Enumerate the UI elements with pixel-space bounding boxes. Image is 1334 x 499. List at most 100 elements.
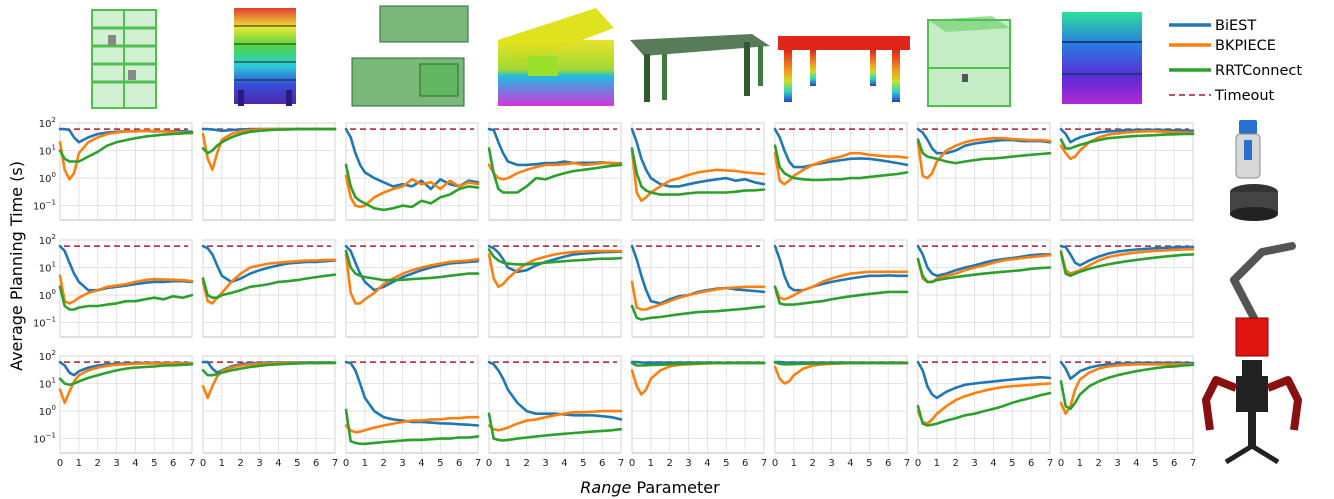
series-bkpiece-line (58, 274, 194, 305)
panel-frame (59, 239, 193, 338)
x-tick-label: 1 (934, 458, 940, 469)
panel-r2-c5 (630, 239, 766, 338)
panel-r3-c6: 0 1 2 3 4 5 6 7 (772, 355, 910, 469)
legend-item-biest: BiEST (1169, 18, 1256, 34)
series-bkpiece-line (344, 253, 480, 305)
y-tick-label: 10−1 (33, 199, 56, 213)
x-tick-label: 3 (1114, 458, 1120, 469)
series-biest-line (1059, 127, 1195, 144)
panel-r1-c7 (916, 122, 1052, 221)
series-rrtconnect-line (1059, 132, 1195, 150)
x-tick-label: 0 (915, 458, 921, 469)
robot-ur5-image (1230, 242, 1296, 357)
x-tick-label: 0 (200, 458, 206, 469)
series-rrtconnect-line (773, 361, 909, 366)
x-tick-label: 1 (505, 458, 511, 469)
panel-r1-c6 (773, 122, 909, 221)
series-bkpiece-line (487, 161, 623, 181)
x-tick-label: 3 (971, 458, 977, 469)
panel-r1-c5 (630, 122, 766, 221)
series-rrtconnect-line (630, 361, 766, 367)
series-bkpiece-line (344, 174, 480, 209)
series-rrtconnect-line (344, 249, 480, 282)
robot-fetch-image (1230, 120, 1278, 221)
x-tick-label: 3 (113, 458, 119, 469)
y-tick-label: 100 (39, 171, 56, 185)
x-tick-label: 5 (1009, 458, 1015, 469)
x-tick-label: 3 (685, 458, 691, 469)
series-biest-line (916, 244, 1052, 278)
panel-r1-c4 (487, 122, 623, 221)
series-biest-line (487, 360, 623, 421)
panel-r2-c1: 102 101 100 10−1 (33, 233, 194, 338)
series-bkpiece-line (916, 382, 1052, 425)
series-rrtconnect-line (201, 127, 337, 155)
series-rrtconnect-line (344, 408, 480, 446)
series-bkpiece-line (1059, 248, 1195, 275)
x-tick-label: 0 (1058, 458, 1064, 469)
x-tick-label: 3 (542, 458, 548, 469)
x-tick-label: 7 (1190, 458, 1196, 469)
panel-frame (631, 355, 765, 454)
y-tick-label: 101 (39, 144, 56, 158)
env-box-image (927, 16, 1011, 107)
series-rrtconnect-line (1059, 251, 1195, 278)
x-tick-label: 2 (1096, 458, 1102, 469)
env-table-dark-image (630, 34, 770, 102)
legend-label: Timeout (1214, 88, 1275, 104)
x-tick-label: 6 (1028, 458, 1034, 469)
x-tick-label: 7 (761, 458, 767, 469)
series-bkpiece-line (630, 280, 766, 311)
panel-frame (774, 122, 908, 221)
y-tick-label: 10−1 (33, 432, 56, 446)
x-tick-label: 1 (1077, 458, 1083, 469)
series-bkpiece-line (58, 129, 194, 181)
series-biest-line (916, 127, 1052, 155)
env-bookshelf-colored-image (234, 8, 296, 106)
env-table-red-image (778, 36, 910, 102)
x-tick-label: 5 (723, 458, 729, 469)
series-biest-line (344, 244, 480, 292)
x-tick-label: 0 (772, 458, 778, 469)
legend: BiEST BKPIECE RRTConnect Timeout (1169, 18, 1302, 104)
series-rrtconnect-line (201, 273, 337, 300)
x-tick-label: 7 (618, 458, 624, 469)
y-tick-label: 10−1 (33, 316, 56, 330)
series-rrtconnect-line (916, 391, 1052, 427)
panel-r2-c6 (773, 239, 909, 338)
x-tick-label: 3 (256, 458, 262, 469)
x-tick-label: 6 (885, 458, 891, 469)
series-biest-line (201, 244, 337, 284)
x-tick-label: 5 (294, 458, 300, 469)
panel-r1-c8 (1059, 122, 1195, 221)
x-tick-label: 0 (629, 458, 635, 469)
y-tick-label: 100 (39, 288, 56, 302)
y-tick-label: 101 (39, 377, 56, 391)
x-tick-label: 5 (437, 458, 443, 469)
x-tick-label: 5 (151, 458, 157, 469)
panel-frame (345, 239, 479, 338)
x-tick-label: 4 (275, 458, 281, 469)
series-rrtconnect-line (344, 163, 480, 212)
x-tick-label: 1 (219, 458, 225, 469)
x-tick-label: 6 (313, 458, 319, 469)
panel-r2-c4 (487, 239, 623, 338)
y-tick-label: 100 (39, 404, 56, 418)
panel-frame (488, 355, 622, 454)
env-shelf-colored-image (1062, 12, 1142, 104)
series-bkpiece-line (487, 409, 623, 432)
x-tick-label: 1 (648, 458, 654, 469)
env-kitchen-counter-image (498, 8, 614, 106)
series-biest-line (344, 360, 480, 427)
series-rrtconnect-line (1059, 363, 1195, 411)
env-bookshelf-tall-image (91, 9, 157, 109)
legend-label: BiEST (1215, 18, 1256, 34)
series-rrtconnect-line (487, 147, 623, 194)
x-tick-label: 2 (95, 458, 101, 469)
x-tick-label: 7 (1047, 458, 1053, 469)
panel-r1-c2 (201, 122, 337, 221)
panel-r3-c7: 0 1 2 3 4 5 6 7 (915, 355, 1053, 469)
x-tick-label: 7 (904, 458, 910, 469)
x-tick-label: 2 (667, 458, 673, 469)
panel-frame (488, 122, 622, 221)
